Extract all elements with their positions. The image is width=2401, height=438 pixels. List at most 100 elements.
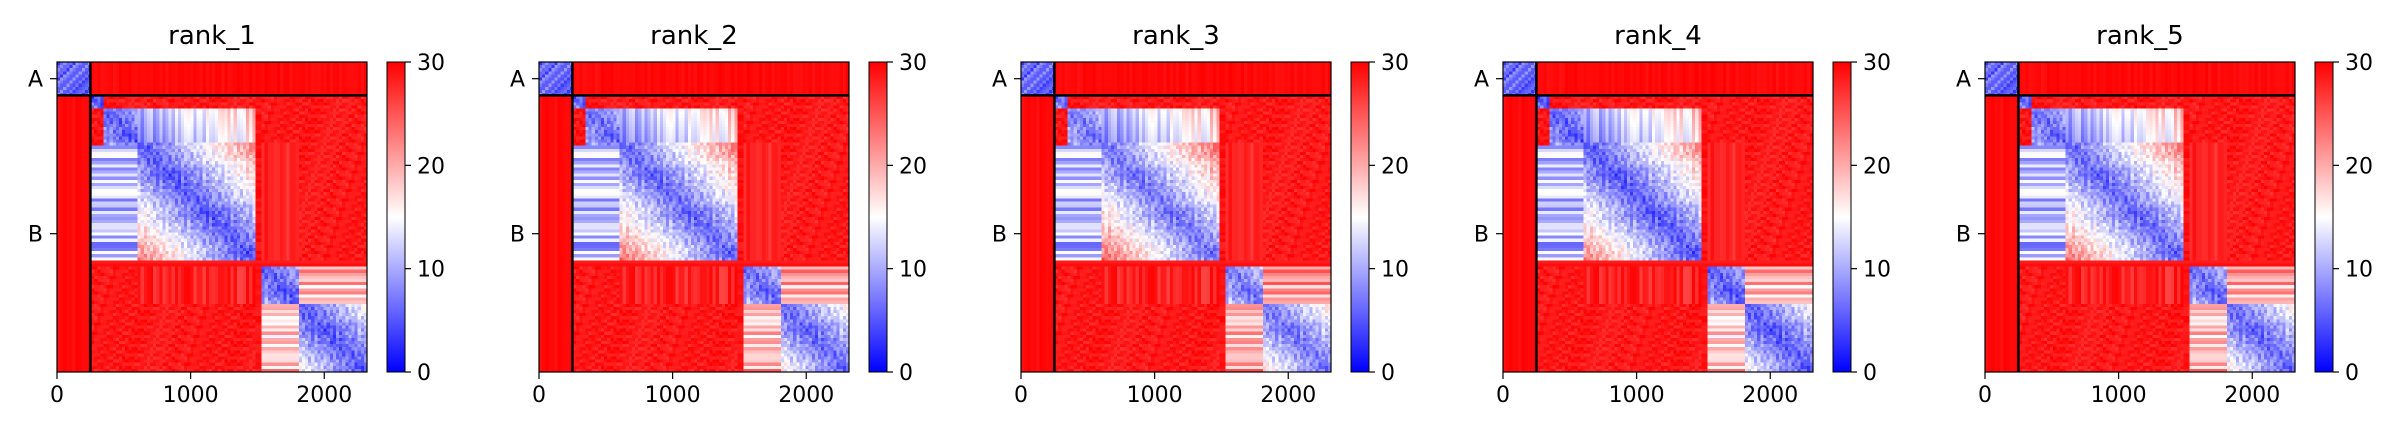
heatmap-cell bbox=[298, 74, 303, 78]
heatmap-cell bbox=[187, 68, 191, 72]
heatmap-cell bbox=[119, 192, 123, 196]
heatmap-cell bbox=[360, 96, 365, 100]
heatmap-cell bbox=[162, 182, 166, 187]
heatmap-cell bbox=[168, 117, 172, 122]
heatmap-cell bbox=[267, 86, 272, 91]
heatmap-cell bbox=[212, 99, 216, 103]
heatmap-cell bbox=[81, 136, 86, 140]
heatmap-cell bbox=[274, 182, 278, 187]
heatmap-cell bbox=[119, 96, 123, 100]
heatmap-cell bbox=[221, 102, 225, 106]
heatmap-cell bbox=[323, 96, 327, 100]
heatmap-cell bbox=[81, 204, 86, 208]
heatmap-cell bbox=[236, 62, 241, 66]
heatmap-cell bbox=[339, 207, 343, 212]
heatmap-cell bbox=[196, 102, 200, 106]
heatmap-cell bbox=[137, 176, 141, 181]
heatmap-cell bbox=[305, 198, 309, 202]
heatmap-cell bbox=[66, 148, 70, 153]
heatmap-cell bbox=[252, 176, 256, 181]
heatmap-cell bbox=[311, 158, 315, 162]
heatmap-cell bbox=[320, 148, 324, 153]
heatmap-cell bbox=[193, 136, 197, 140]
heatmap-cell bbox=[221, 120, 225, 125]
heatmap-cell bbox=[292, 155, 296, 159]
heatmap-cell bbox=[103, 124, 107, 128]
heatmap-cell bbox=[258, 201, 262, 205]
heatmap-cell bbox=[75, 210, 79, 215]
heatmap-cell bbox=[208, 96, 213, 100]
heatmap-cell bbox=[72, 164, 76, 168]
heatmap-cell bbox=[351, 71, 355, 75]
heatmap-cell bbox=[190, 74, 194, 78]
heatmap-cell bbox=[69, 114, 73, 119]
heatmap-cell bbox=[246, 182, 250, 187]
heatmap-cell bbox=[100, 195, 104, 199]
heatmap-cell bbox=[264, 77, 269, 81]
heatmap-cell bbox=[208, 120, 213, 125]
heatmap-cell bbox=[332, 182, 337, 187]
heatmap-cell bbox=[348, 145, 352, 150]
heatmap-cell bbox=[140, 114, 145, 119]
heatmap-cell bbox=[277, 139, 281, 143]
heatmap-cell bbox=[125, 179, 129, 184]
heatmap-cell bbox=[351, 74, 355, 78]
heatmap-cell bbox=[109, 120, 114, 125]
heatmap-cell bbox=[134, 210, 138, 215]
heatmap-cell bbox=[97, 130, 101, 134]
heatmap-cell bbox=[205, 176, 210, 181]
heatmap-cell bbox=[205, 68, 210, 72]
heatmap-cell bbox=[63, 127, 67, 131]
heatmap-cell bbox=[165, 62, 169, 66]
heatmap-cell bbox=[289, 80, 293, 84]
heatmap-cell bbox=[100, 186, 104, 190]
heatmap-cell bbox=[66, 83, 70, 88]
heatmap-cell bbox=[348, 161, 352, 165]
heatmap-cell bbox=[317, 80, 321, 84]
heatmap-cell bbox=[196, 176, 200, 181]
heatmap-cell bbox=[177, 176, 182, 181]
heatmap-cell bbox=[236, 158, 241, 162]
heatmap-cell bbox=[267, 201, 272, 205]
heatmap-cell bbox=[301, 65, 306, 69]
heatmap-cell bbox=[351, 195, 355, 199]
heatmap-cell bbox=[94, 164, 98, 168]
heatmap-cell bbox=[308, 74, 312, 78]
heatmap-cell bbox=[202, 148, 207, 153]
heatmap-cell bbox=[72, 130, 76, 134]
heatmap-cell bbox=[289, 210, 293, 215]
heatmap-cell bbox=[218, 182, 222, 187]
heatmap-cell bbox=[168, 145, 172, 150]
heatmap-cell bbox=[159, 151, 163, 156]
heatmap-cell bbox=[171, 164, 176, 168]
heatmap-cell bbox=[218, 176, 222, 181]
heatmap-cell bbox=[320, 213, 324, 218]
heatmap-cell bbox=[81, 192, 86, 196]
heatmap-cell bbox=[332, 65, 337, 69]
heatmap-cell bbox=[267, 207, 272, 212]
heatmap-cell bbox=[357, 127, 362, 131]
heatmap-cell bbox=[332, 96, 337, 100]
heatmap-cell bbox=[351, 120, 355, 125]
heatmap-cell bbox=[342, 86, 346, 91]
heatmap-cell bbox=[162, 161, 166, 165]
heatmap-cell bbox=[351, 158, 355, 162]
heatmap-cell bbox=[190, 65, 194, 69]
heatmap-cell bbox=[109, 189, 114, 193]
heatmap-cell bbox=[159, 207, 163, 212]
heatmap-cell bbox=[168, 179, 172, 184]
heatmap-cell bbox=[320, 176, 324, 181]
heatmap-cell bbox=[326, 77, 331, 81]
heatmap-cell bbox=[351, 179, 355, 184]
heatmap-cell bbox=[177, 68, 182, 72]
heatmap-cell bbox=[249, 192, 253, 196]
heatmap-cell bbox=[224, 182, 228, 187]
heatmap-cell bbox=[342, 68, 346, 72]
heatmap-cell bbox=[168, 80, 172, 84]
heatmap-cell bbox=[171, 161, 176, 165]
heatmap-cell bbox=[314, 195, 318, 199]
heatmap-cell bbox=[345, 124, 349, 128]
heatmap-cell bbox=[363, 89, 368, 94]
heatmap-cell bbox=[215, 158, 219, 162]
heatmap-cell bbox=[156, 151, 160, 156]
